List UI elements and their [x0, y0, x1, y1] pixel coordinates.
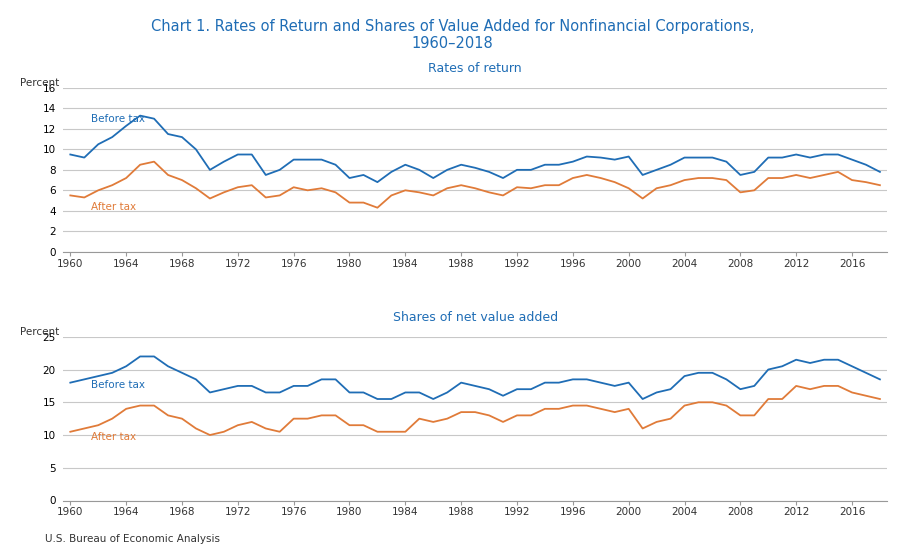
Text: Before tax: Before tax: [91, 114, 146, 124]
Text: After tax: After tax: [91, 202, 137, 212]
Text: Percent: Percent: [20, 327, 59, 337]
Text: 1960–2018: 1960–2018: [412, 36, 493, 51]
Text: U.S. Bureau of Economic Analysis: U.S. Bureau of Economic Analysis: [45, 534, 220, 544]
Text: Before tax: Before tax: [91, 381, 146, 390]
Text: Shares of net value added: Shares of net value added: [393, 311, 557, 324]
Text: Rates of return: Rates of return: [428, 62, 522, 75]
Text: Chart 1. Rates of Return and Shares of Value Added for Nonfinancial Corporations: Chart 1. Rates of Return and Shares of V…: [151, 19, 754, 34]
Text: After tax: After tax: [91, 432, 137, 442]
Text: Percent: Percent: [20, 78, 59, 88]
